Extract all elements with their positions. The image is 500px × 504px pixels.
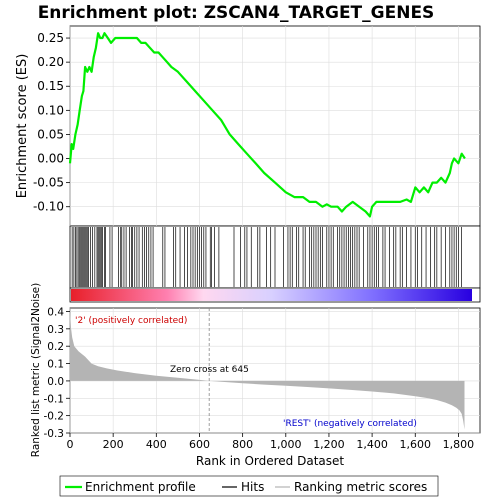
es-ytick-label: 0.15 — [37, 79, 64, 93]
rank-gradient-bar — [71, 289, 472, 301]
es-ytick-label: -0.10 — [33, 200, 64, 214]
legend: Enrichment profile Hits Ranking metric s… — [59, 475, 439, 497]
metric-ytick-label: 0.1 — [47, 359, 64, 371]
metric-group — [70, 308, 465, 433]
legend-box — [59, 475, 439, 497]
metric-xtick-label: 1,600 — [400, 438, 432, 451]
es-ytick-label: -0.05 — [33, 176, 64, 190]
zero-cross-label: Zero cross at 645 — [170, 365, 249, 375]
es-ylabel: Enrichment score (ES) — [15, 54, 30, 199]
legend-label-hits: Hits — [241, 480, 264, 494]
metric-xtick-label: 1,800 — [443, 438, 475, 451]
es-y-axis: -0.10 -0.05 0.00 0.05 0.10 0.15 0.20 0.25 — [33, 31, 70, 214]
es-line — [68, 32, 466, 218]
enrichment-panel — [69, 25, 481, 227]
metric-xtick-label: 200 — [103, 438, 124, 451]
metric-ytick-label: -0.2 — [44, 411, 65, 423]
chart-title: Enrichment plot: ZSCAN4_TARGET_GENES — [38, 3, 435, 23]
metric-xtick-label: 0 — [67, 438, 74, 451]
metric-x-axis: 0 200 400 600 800 1,000 1,200 1,400 1,600 1,800 — [67, 433, 475, 451]
metric-xtick-label: 600 — [189, 438, 210, 451]
es-ytick-label: 0.10 — [37, 103, 64, 117]
metric-ytick-label: -0.3 — [44, 428, 65, 440]
metric-ytick-label: 0.3 — [47, 324, 64, 336]
es-ytick-label: 0.00 — [37, 152, 64, 166]
metric-xtick-label: 1,000 — [270, 438, 302, 451]
positive-label: '2' (positively correlated) — [75, 316, 187, 326]
es-line-group — [68, 32, 466, 218]
legend-label-profile: Enrichment profile — [85, 480, 196, 494]
metric-panel — [69, 307, 481, 434]
es-ytick-label: 0.25 — [37, 31, 64, 45]
hits-group — [71, 227, 463, 287]
es-ytick-label: 0.05 — [37, 127, 64, 141]
metric-xtick-label: 1,200 — [313, 438, 345, 451]
metric-xtick-label: 800 — [232, 438, 253, 451]
metric-ytick-label: 0.0 — [47, 376, 64, 388]
metric-ytick-label: 0.2 — [47, 341, 64, 353]
xlabel: Rank in Ordered Dataset — [196, 454, 344, 468]
metric-ylabel: Ranked list metric (Signal2Noise) — [30, 283, 42, 458]
metric-xtick-label: 400 — [146, 438, 167, 451]
es-grid — [69, 26, 480, 226]
metric-ytick-label: 0.4 — [47, 306, 64, 318]
metric-xtick-label: 1,400 — [356, 438, 388, 451]
legend-label-metric: Ranking metric scores — [294, 480, 427, 494]
metric-y-axis: -0.3 -0.2 -0.1 0.0 0.1 0.2 0.3 0.4 — [44, 306, 70, 440]
metric-ytick-label: -0.1 — [44, 393, 65, 405]
negative-label: 'REST' (negatively correlated) — [283, 419, 417, 429]
es-ytick-label: 0.20 — [37, 55, 64, 69]
